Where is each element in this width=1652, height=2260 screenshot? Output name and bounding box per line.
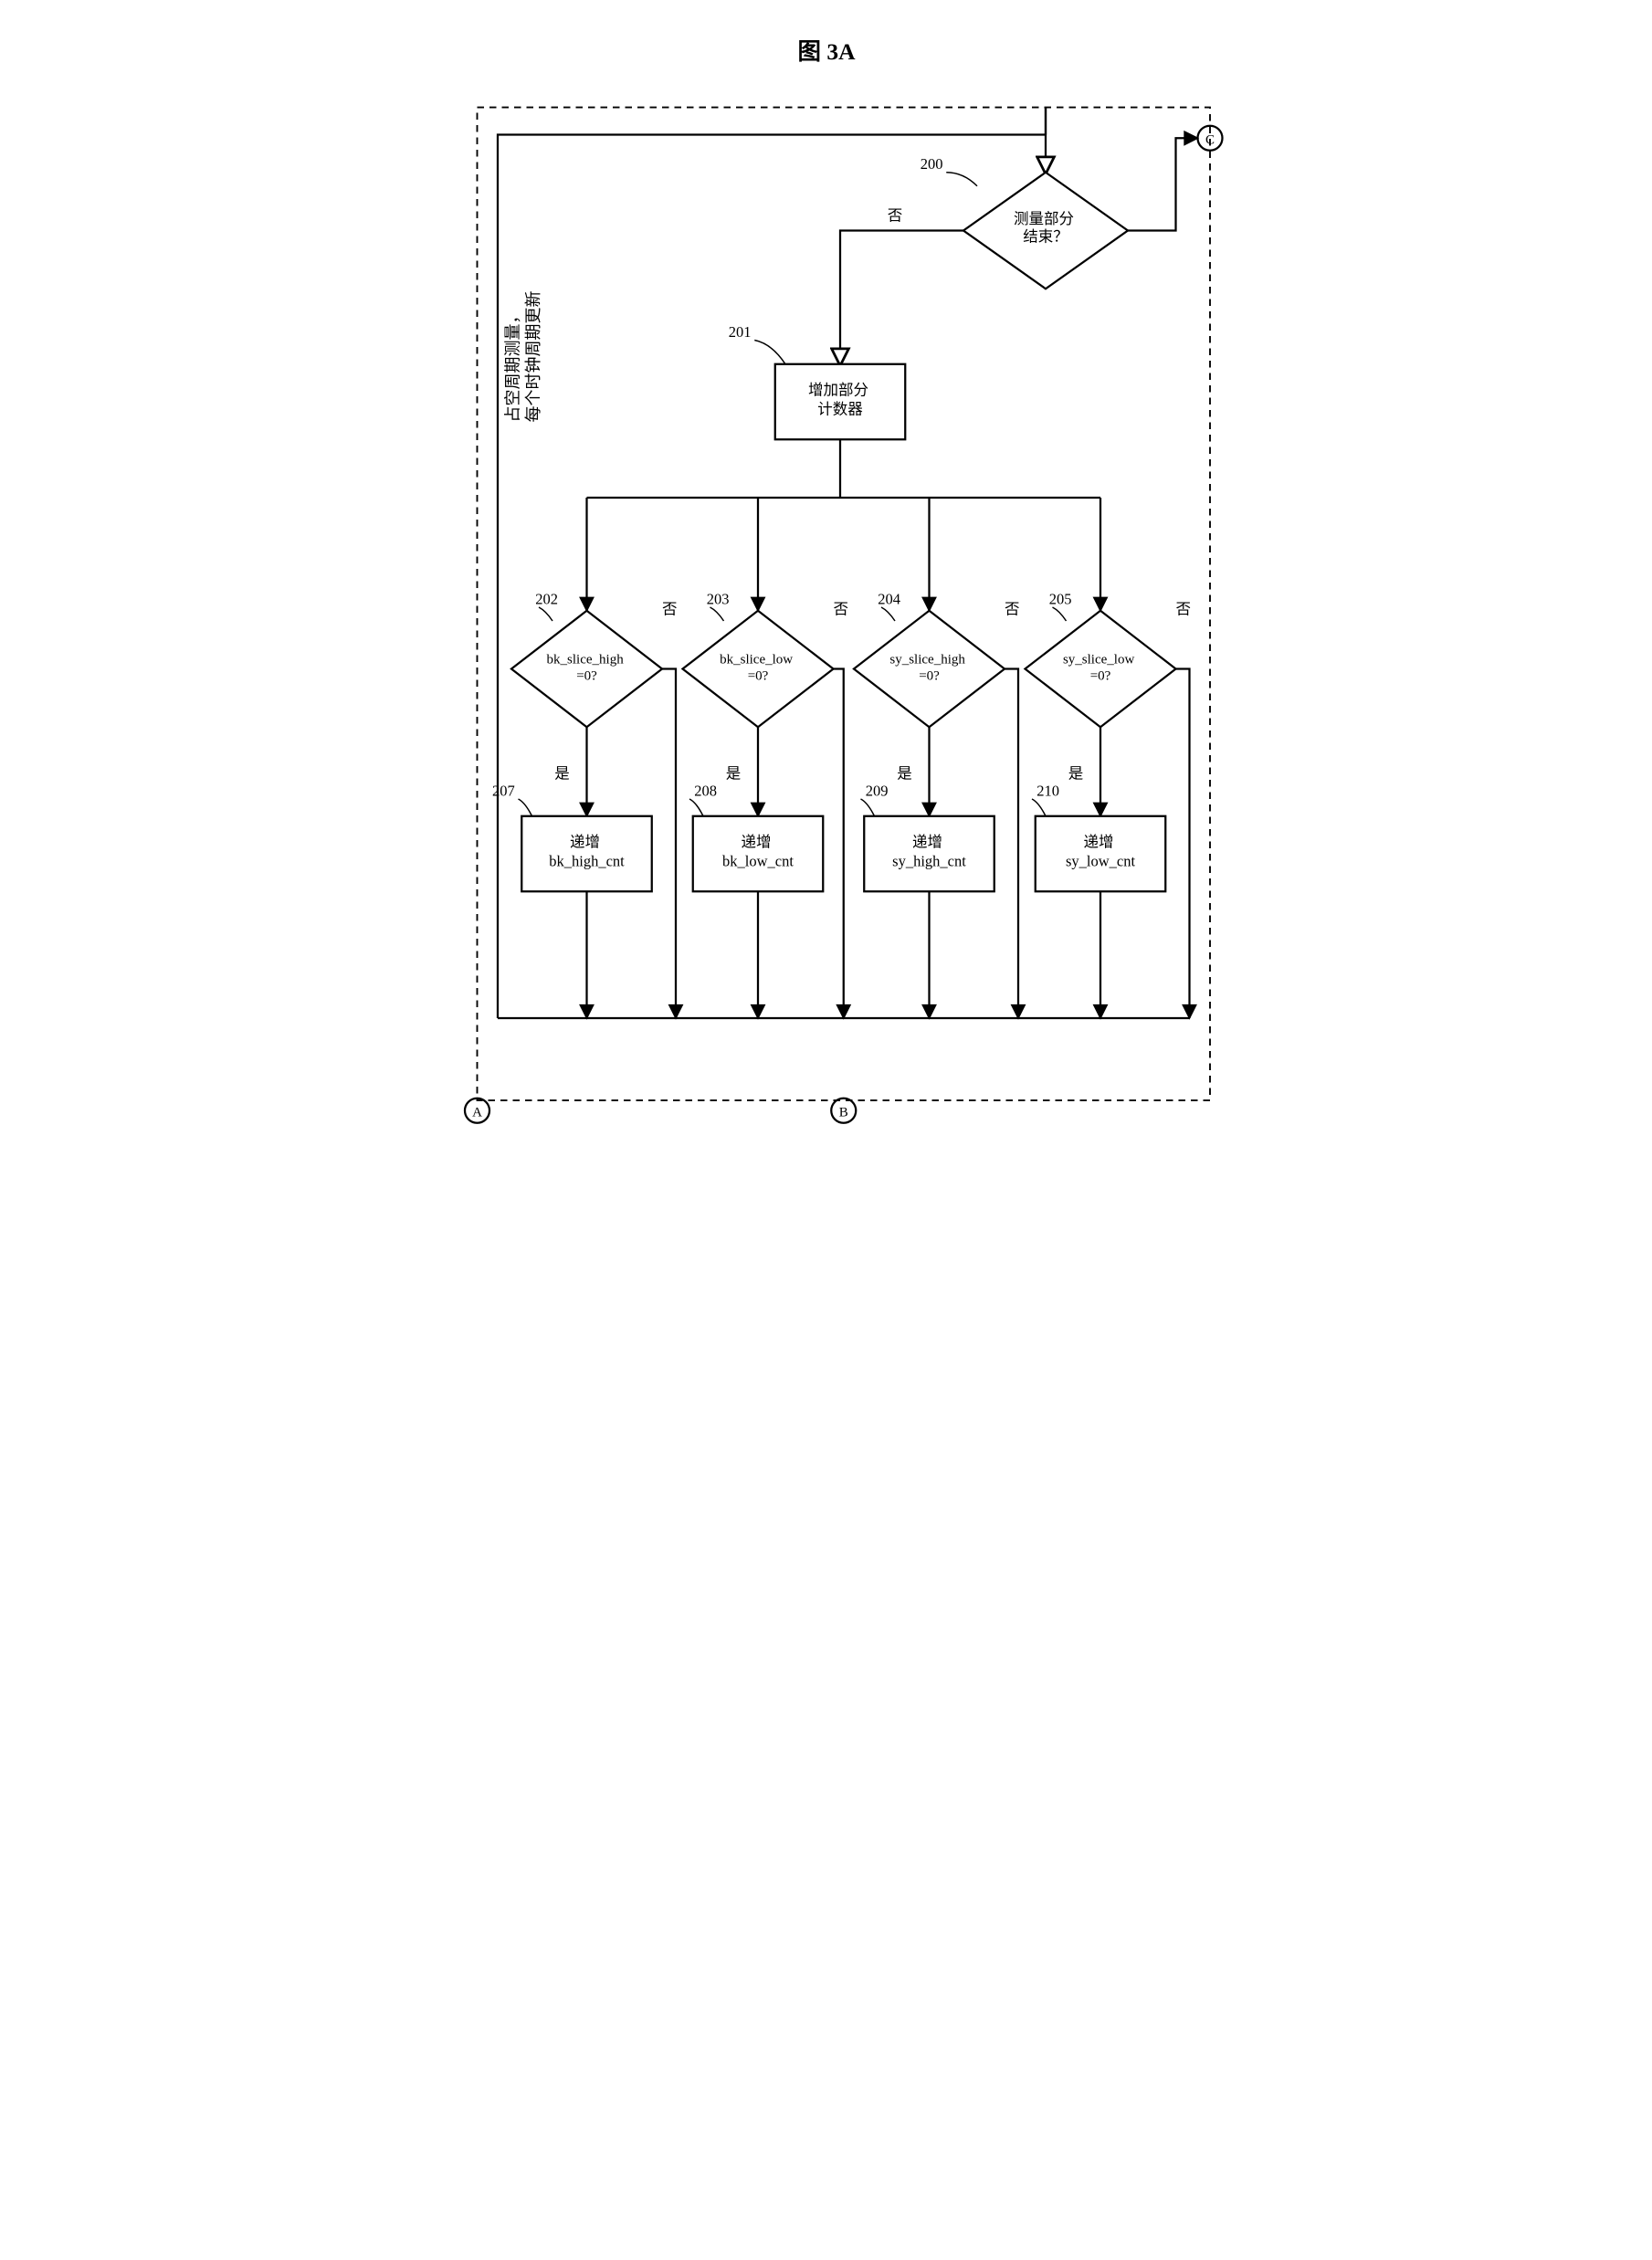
node-202: bk_slice_high =0? — [511, 611, 662, 728]
ref-200: 200 — [920, 155, 942, 173]
node-205: sy_slice_low =0? — [1025, 611, 1175, 728]
label-no-203: 否 — [833, 601, 848, 618]
node-205-l1: sy_slice_low — [1062, 653, 1133, 667]
node-209: 递增 sy_high_cnt — [864, 816, 994, 892]
ref-202: 202 — [535, 590, 558, 607]
ref-205-leader — [1052, 607, 1066, 621]
node-200-l1: 测量部分 — [1013, 210, 1073, 227]
node-203: bk_slice_low =0? — [682, 611, 833, 728]
node-200: 测量部分 结束？ — [963, 173, 1128, 289]
ref-207: 207 — [492, 782, 515, 799]
node-209-l2: sy_high_cnt — [892, 853, 966, 870]
flowchart: 图 3A 占空周期测量， 每个时钟周期更新 C A B 测量部分 结束？ 200… — [416, 18, 1237, 1141]
node-208: 递增 bk_low_cnt — [692, 816, 823, 892]
node-208-l1: 递增 — [741, 834, 771, 851]
ref-209: 209 — [865, 782, 888, 799]
edge-204-no — [1005, 669, 1018, 1019]
node-209-l1: 递增 — [911, 834, 942, 851]
edge-200-no — [840, 231, 963, 364]
figure-label: 图 3A — [797, 38, 856, 65]
edge-202-no — [662, 669, 676, 1019]
ref-201-leader — [754, 341, 785, 364]
label-yयes es-203: 是 — [725, 765, 741, 783]
connector-a-label: A — [472, 1105, 482, 1119]
ref-205: 205 — [1048, 590, 1071, 607]
ref-204: 204 — [878, 590, 900, 607]
ref-203-leader — [710, 607, 723, 621]
connector-a: A — [465, 1098, 489, 1123]
node-207: 递增 bk_high_cnt — [521, 816, 652, 892]
node-210-l2: sy_low_cnt — [1065, 853, 1134, 870]
ref-204-leader — [881, 607, 895, 621]
node-210: 递增 sy_low_cnt — [1035, 816, 1165, 892]
ref-203: 203 — [706, 590, 729, 607]
region-title: 占空周期测量， 每个时钟周期更新 — [503, 291, 542, 423]
label-no-204: 否 — [1005, 601, 1020, 618]
node-205-l2: =0? — [1089, 669, 1110, 684]
node-202-l1: bk_slice_high — [546, 653, 624, 667]
node-204-l1: sy_slice_high — [889, 653, 965, 667]
label-yes-205: 是 — [1068, 765, 1083, 783]
ref-207-leader — [518, 799, 531, 816]
connector-b: B — [831, 1098, 856, 1123]
edge-203-no — [833, 669, 843, 1019]
node-207-l2: bk_high_cnt — [549, 853, 625, 870]
label-no-205: 否 — [1175, 601, 1191, 618]
node-203-l1: bk_slice_low — [720, 653, 793, 667]
node-207-l1: 递增 — [569, 834, 599, 851]
node-203-l2: =0? — [747, 669, 768, 684]
region-title-l2: 每个时钟周期更新 — [524, 291, 542, 423]
ref-200-leader — [946, 173, 977, 186]
node-204-l2: =0? — [919, 669, 940, 684]
connector-b-label: B — [838, 1105, 847, 1119]
ref-210: 210 — [1036, 782, 1059, 799]
edge-200-yes — [1128, 138, 1198, 230]
ref-209-leader — [860, 799, 874, 816]
node-210-l1: 递增 — [1083, 834, 1113, 851]
edge-205-no — [1175, 669, 1189, 1019]
node-201: 增加部分 计数器 — [774, 364, 905, 440]
connector-c-label: C — [1205, 132, 1214, 147]
ref-201: 201 — [728, 323, 751, 341]
label-no-202: 否 — [662, 601, 678, 618]
node-200-l2: 结束？ — [1023, 228, 1068, 246]
ref-208: 208 — [694, 782, 717, 799]
region-title-l1: 占空周期测量， — [503, 308, 521, 423]
node-208-l2: bk_low_cnt — [722, 853, 794, 870]
ref-208-leader — [689, 799, 703, 816]
node-201-l1: 增加部分 — [807, 382, 868, 399]
edge-200-no-label: 否 — [887, 206, 902, 224]
node-201-l2: 计数器 — [817, 401, 863, 418]
ref-210-leader — [1032, 799, 1046, 816]
label-yes-202: 是 — [554, 765, 570, 783]
ref-202-leader — [539, 607, 552, 621]
node-202-l2: =0? — [576, 669, 597, 684]
label-yes-204: 是 — [897, 765, 912, 783]
svg-text:测量部分 结束？: 测量部分 结束？ — [1013, 210, 1077, 246]
